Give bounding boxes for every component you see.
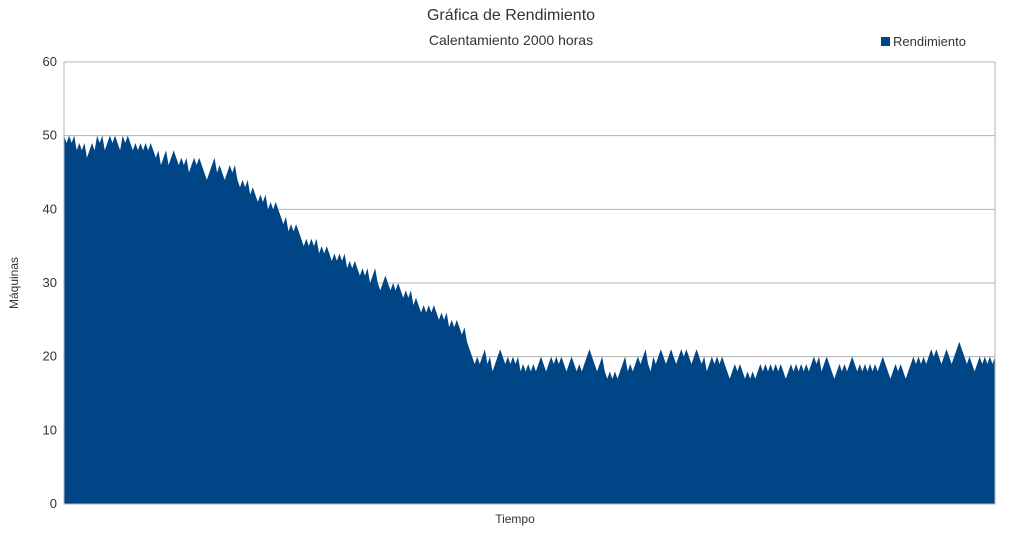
legend: Rendimiento (881, 34, 966, 49)
chart-subtitle: Calentamiento 2000 horas (429, 32, 593, 48)
series-area-rendimiento (64, 135, 995, 505)
series-area-layer (64, 135, 995, 505)
legend-label-rendimiento: Rendimiento (893, 34, 966, 49)
x-axis-label: Tiempo (495, 512, 535, 526)
y-tick-label-30: 30 (43, 275, 57, 290)
y-tick-labels: 0 10 20 30 40 50 60 (43, 54, 57, 511)
y-axis-label: Máquinas (7, 257, 21, 309)
y-tick-label-40: 40 (43, 201, 57, 216)
plot-frame (63, 61, 996, 505)
y-tick-label-20: 20 (43, 349, 57, 364)
legend-swatch-rendimiento (881, 37, 890, 46)
y-tick-label-0: 0 (50, 496, 57, 511)
y-tick-label-10: 10 (43, 422, 57, 437)
y-tick-label-60: 60 (43, 54, 57, 69)
y-tick-label-50: 50 (43, 128, 57, 143)
chart-title: Gráfica de Rendimiento (427, 7, 595, 24)
plot-border (63, 61, 996, 505)
